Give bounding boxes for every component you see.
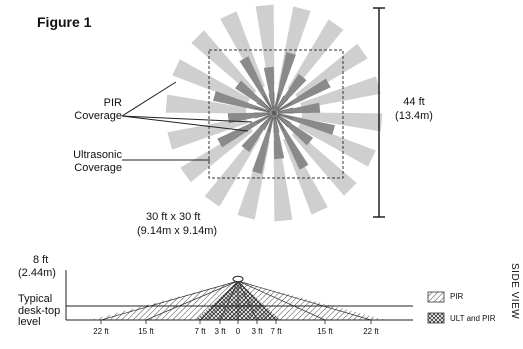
- hub-line: [273, 98, 289, 114]
- ultrasonic-beam: [241, 115, 273, 153]
- coverage-starburst: [165, 4, 383, 222]
- ultrasonic-beam: [273, 116, 285, 160]
- area-m-label: (9.14m x 9.14m): [137, 225, 218, 237]
- mount-height-m-label: (2.44m): [18, 267, 56, 279]
- ultrasonic-beam: [276, 114, 314, 146]
- beam-ray: [219, 280, 239, 321]
- coverage-area-square: [208, 49, 344, 179]
- pir-beam: [300, 76, 381, 109]
- hub-line: [273, 112, 294, 119]
- hub-line: [256, 102, 275, 114]
- hub-line: [273, 102, 292, 114]
- hub-line: [268, 93, 275, 114]
- ultrasonic-coverage-label: Ultrasonic Coverage: [73, 149, 122, 174]
- legend-pir-swatch: [427, 291, 445, 303]
- ultrasonic-beam: [213, 91, 271, 113]
- hub-line: [273, 107, 294, 114]
- pir-beam: [291, 130, 357, 196]
- ultrasonic-beam: [252, 116, 274, 174]
- legend-ult-pir-label: ULT and PIR: [450, 314, 496, 323]
- ultrasonic-beam: [227, 112, 271, 124]
- pir-beam: [298, 122, 376, 167]
- height-ft-label: 44 ft: [403, 96, 425, 108]
- pir-beam: [287, 19, 344, 92]
- beam-ray: [145, 280, 239, 321]
- hub-line: [268, 112, 275, 133]
- pir-beam: [180, 126, 253, 183]
- ultrasonic-beam: [275, 73, 307, 111]
- height-m-label: (13.4m): [395, 110, 433, 122]
- sensor-icon: [232, 275, 244, 283]
- height-dimension: [373, 7, 385, 218]
- ultrasonic-beam: [277, 102, 321, 114]
- pir-beam: [172, 59, 250, 104]
- distance-tick-label: 3 ft: [214, 327, 226, 336]
- pir-beam: [255, 4, 275, 86]
- distance-tick-label: 22 ft: [363, 327, 379, 336]
- hub-line: [259, 98, 275, 114]
- hub-line: [273, 112, 292, 124]
- hub-line: [273, 93, 280, 114]
- distance-tick-label: 7 ft: [270, 327, 282, 336]
- pir-beam: [295, 43, 368, 100]
- ultrasonic-beam: [263, 66, 275, 110]
- pir-beam: [165, 94, 247, 114]
- legend-ult-pir-swatch: [427, 312, 445, 324]
- pir-beam: [204, 134, 261, 207]
- beam-ray: [199, 280, 239, 321]
- side-view-diagram: [65, 270, 413, 324]
- ultrasonic-beam: [274, 52, 296, 110]
- pir-beam: [273, 140, 293, 222]
- figure-title: Figure 1: [37, 14, 92, 30]
- pir-pointer-lines: [121, 81, 253, 132]
- ultrasonic-beam: [277, 113, 335, 135]
- hub-line: [254, 107, 275, 114]
- pir-beam: [301, 112, 383, 132]
- beam-ray: [237, 280, 258, 321]
- hub-line: [273, 112, 285, 131]
- distance-tick-label: 22 ft: [93, 327, 109, 336]
- pir-beam: [191, 30, 257, 96]
- pir-beam: [167, 117, 248, 150]
- hub-line: [273, 112, 289, 128]
- distance-tick-label: 7 ft: [194, 327, 206, 336]
- desk-top-label: Typical desk-top level: [18, 293, 61, 329]
- ultrasonic-beam: [234, 80, 272, 112]
- distance-tick-label: 0: [235, 327, 241, 336]
- beam-ray: [100, 280, 239, 321]
- hub-line: [263, 112, 275, 131]
- area-ft-label: 30 ft x 30 ft: [146, 211, 201, 223]
- beam-ray: [237, 280, 326, 321]
- beam-ray: [237, 280, 277, 321]
- distance-tick-label: 15 ft: [317, 327, 333, 336]
- hub-line: [263, 95, 275, 114]
- distance-tick-label: 15 ft: [138, 327, 154, 336]
- mount-height-ft-label: 8 ft: [33, 254, 49, 266]
- hub-line: [273, 95, 285, 114]
- hub-line: [259, 112, 275, 128]
- hub-line: [256, 112, 275, 124]
- beam-ray: [237, 280, 372, 321]
- side-view-title: SIDE VIEW: [509, 263, 520, 320]
- hub-line: [254, 112, 275, 119]
- pir-coverage-label: PIR Coverage: [74, 97, 122, 122]
- distance-tick-label: 3 ft: [251, 327, 263, 336]
- legend-pir-label: PIR: [450, 292, 464, 301]
- hub-line: [273, 112, 280, 133]
